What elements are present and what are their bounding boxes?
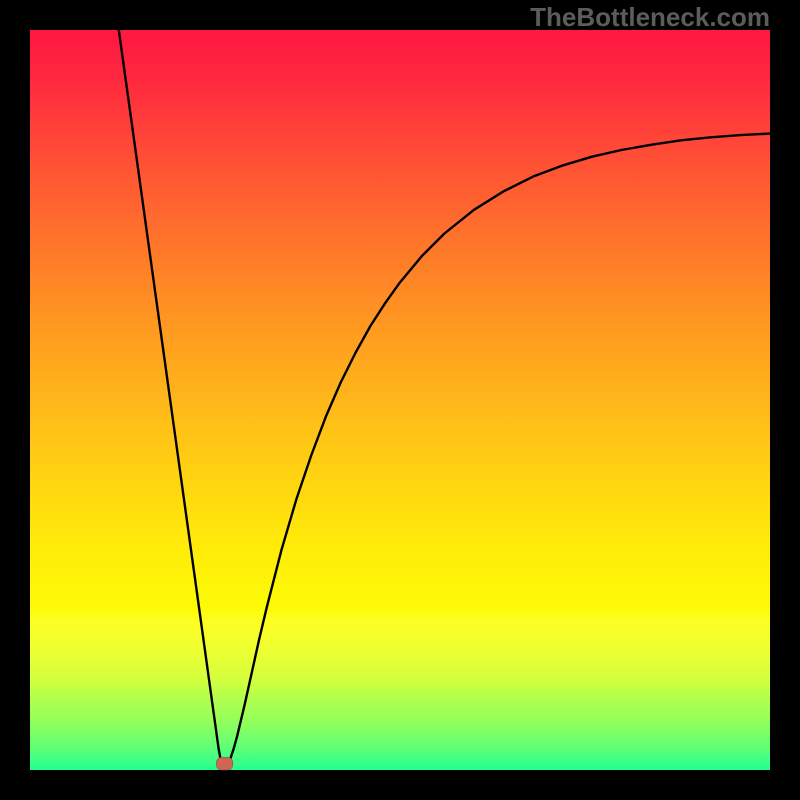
- chart-svg: [0, 0, 800, 800]
- plot-gradient-background: [30, 30, 770, 770]
- chart-outer: TheBottleneck.com: [0, 0, 800, 800]
- bottleneck-marker: [216, 757, 232, 770]
- watermark-text: TheBottleneck.com: [530, 2, 770, 33]
